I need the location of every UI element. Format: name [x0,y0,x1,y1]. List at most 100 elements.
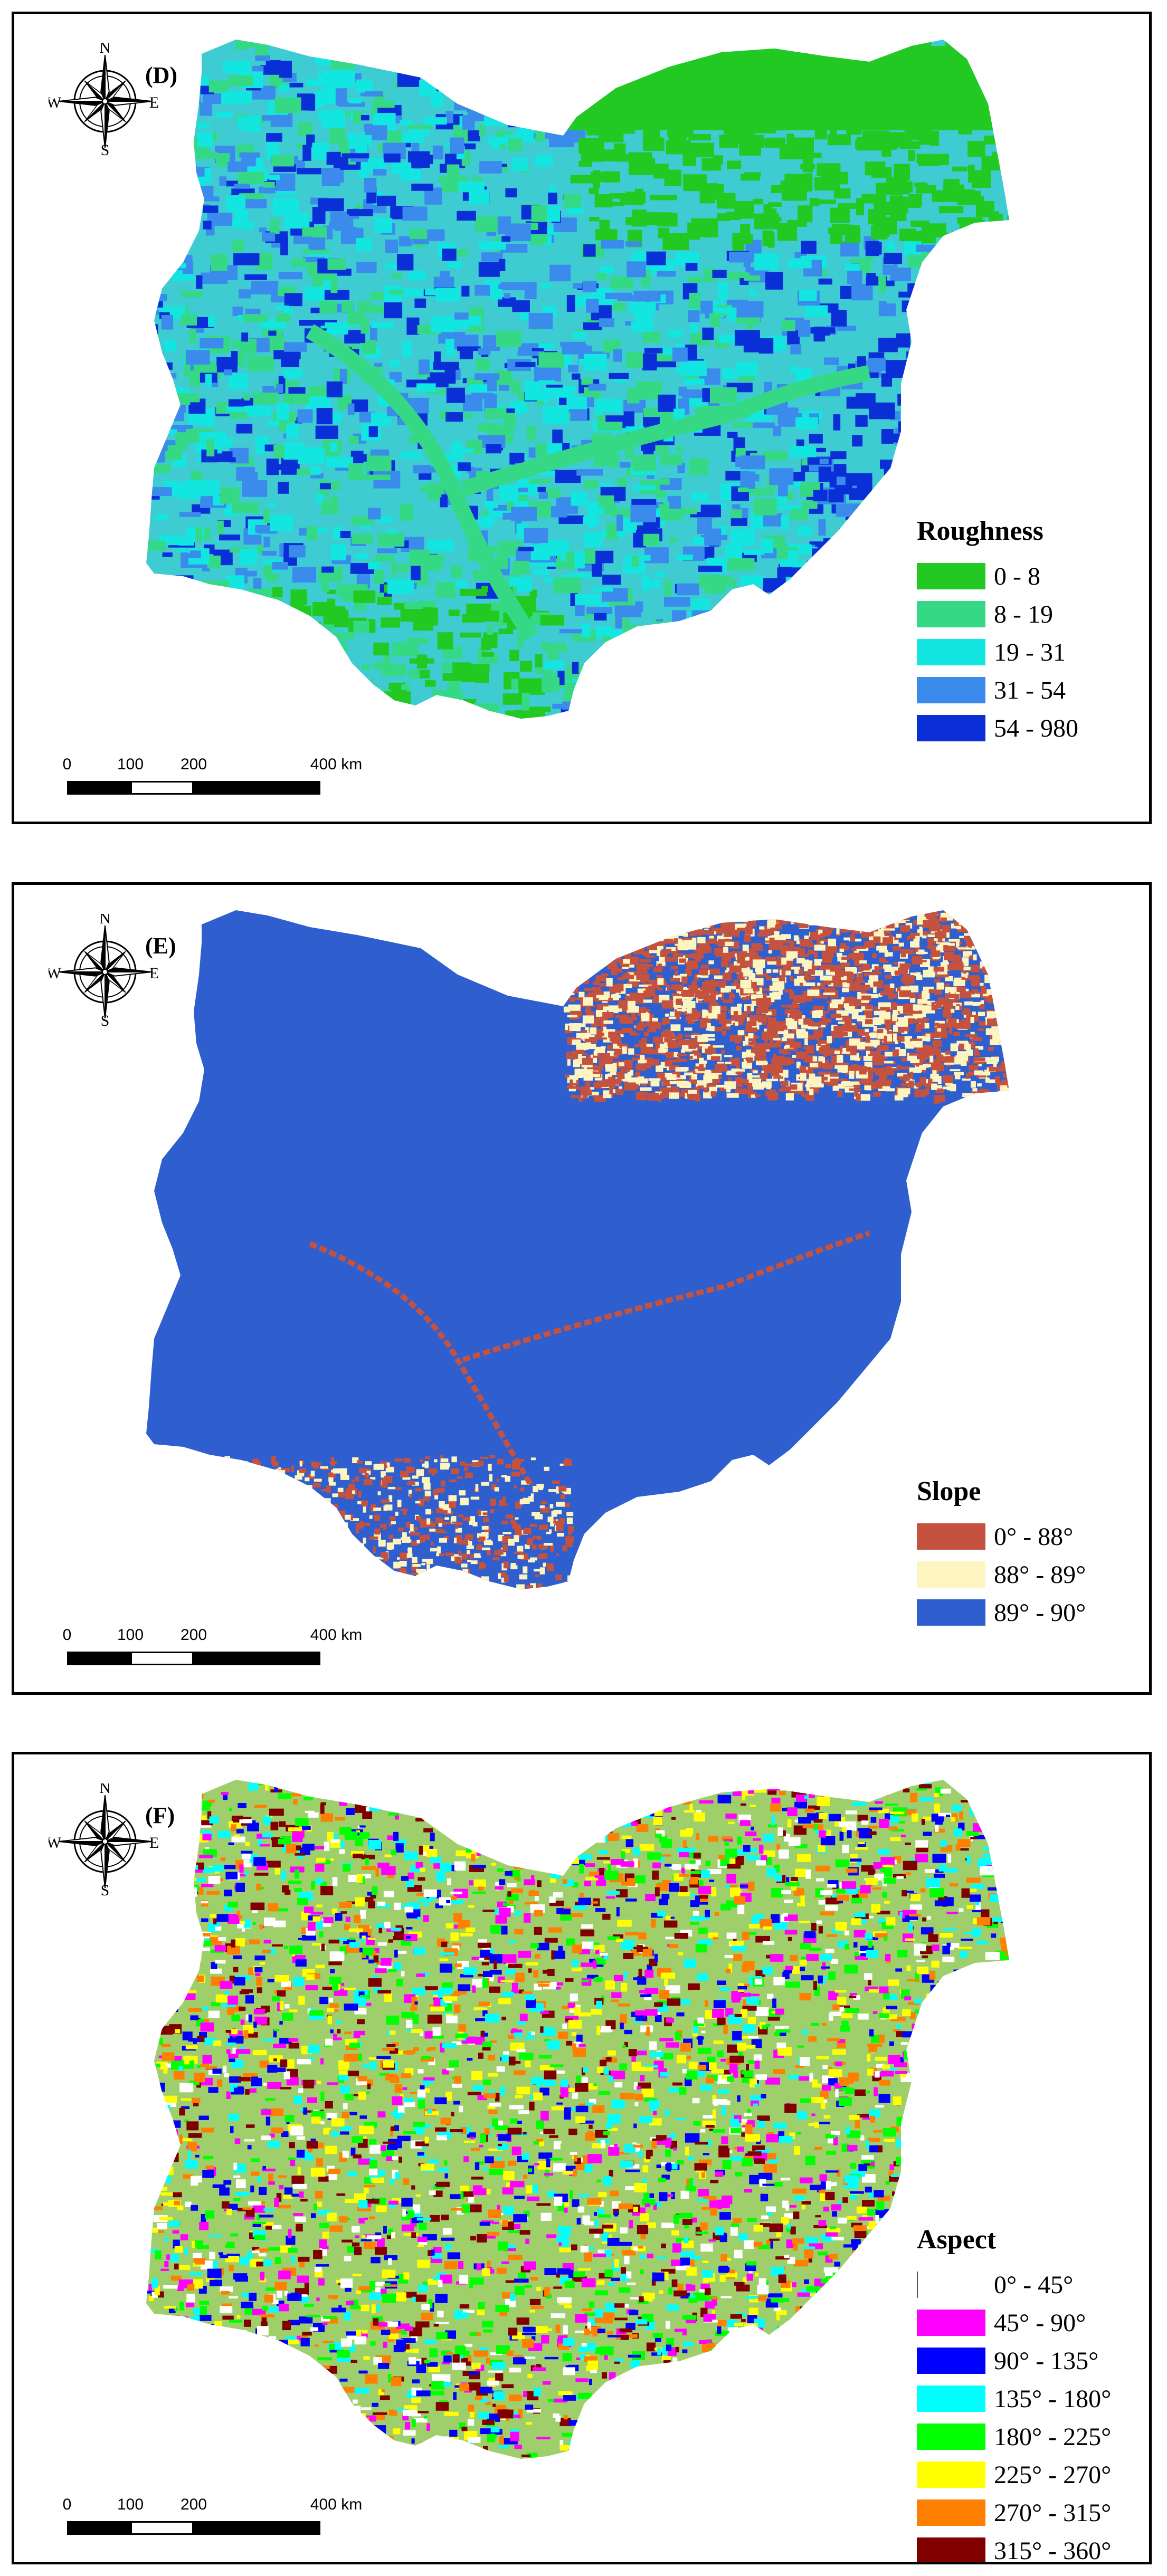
scale-segment [194,781,320,795]
slope-map-panel: N S E W (E) Slope 0° - 88° 88° - 89° 89° - 90… [12,882,1152,1695]
scale-bar: 0 100 200 400 km [63,2496,362,2538]
scale-bar-segments [67,1652,341,1665]
legend-label: 45° - 90° [994,2308,1086,2337]
scale-tick-label: 400 km [310,756,363,773]
legend-label: 88° - 89° [994,1560,1086,1589]
scale-tick-label: 200 [180,1626,207,1644]
scale-tick-label: 0 [62,1626,72,1644]
scale-tick-label: 400 km [310,2496,363,2513]
scale-segment [194,1652,320,1665]
legend-label: 89° - 90° [994,1598,1086,1627]
north-arrow-compass: N S E W [46,39,162,159]
panel-label: (F) [145,1802,175,1828]
legend-item: 0° - 45° [917,2266,1111,2304]
compass-north-label: N [99,43,111,56]
legend-items: 0° - 88° 88° - 89° 89° - 90° [917,1518,1086,1632]
legend-item: 135° - 180° [917,2380,1111,2418]
scale-segment [130,2521,194,2535]
north-arrow-compass: N S E W [46,910,162,1029]
slope-map [146,910,1009,1589]
compass-north-label: N [99,1783,111,1797]
scale-tick-label: 100 [117,1626,144,1644]
legend-swatch [917,2348,985,2374]
legend-swatch [917,1599,985,1626]
scale-tick-label: 0 [62,756,72,773]
scale-bar: 0 100 200 400 km [63,756,362,798]
legend-item: 54 - 980 [917,709,1078,747]
compass-south-label: S [101,1882,110,1897]
scale-tick-label: 200 [180,2496,207,2513]
legend-items: 0° - 45° 45° - 90° 90° - 135° 135° - 180° 18… [917,2266,1112,2564]
legend-item: 90° - 135° [917,2342,1111,2380]
legend-label: 180° - 225° [994,2422,1112,2451]
legend-swatch [917,2461,985,2488]
roughness-map [146,40,1009,719]
legend-label: 54 - 980 [994,714,1078,742]
legend-item: 89° - 90° [917,1594,1086,1632]
north-arrow-compass: N S E W [46,1779,162,1899]
legend-swatch [917,2272,985,2298]
panel-label: (E) [145,933,176,959]
legend-swatch [917,1561,985,1588]
legend-swatch [917,639,985,665]
legend-item: 180° - 225° [917,2418,1111,2456]
legend-label: 135° - 180° [994,2384,1112,2413]
compass-south-label: S [101,1012,110,1027]
compass-west-label: W [49,965,62,982]
compass-east-label: E [149,1834,159,1852]
legend-swatch [917,563,985,589]
legend-label: 8 - 19 [994,600,1053,628]
scale-segment [67,781,130,795]
legend-swatch [917,1523,985,1550]
scale-tick-label: 100 [117,756,144,773]
compass-west-label: W [49,1834,62,1852]
legend-label: 90° - 135° [994,2346,1099,2375]
legend-title: Slope [917,1476,981,1506]
scale-tick-label: 400 km [310,1626,363,1644]
legend-label: 19 - 31 [994,638,1066,666]
legend-item: 88° - 89° [917,1556,1086,1594]
legend-swatch [917,601,985,627]
legend-swatch [917,677,985,703]
legend-swatch [917,715,985,741]
legend-label: 315° - 360° [994,2536,1112,2564]
legend-item: 225° - 270° [917,2456,1111,2494]
legend-item: 0 - 8 [917,557,1078,595]
roughness-legend: Roughness 0 - 8 8 - 19 19 - 31 31 - 54 54 - … [917,516,1078,747]
legend-item: 19 - 31 [917,633,1078,671]
legend-label: 31 - 54 [994,676,1066,704]
roughness-map-panel: N S E W (D) Roughness 0 - 8 8 - 19 19 - 31 31 … [12,12,1152,824]
compass-south-label: S [101,141,110,157]
legend-label: 270° - 315° [994,2498,1112,2527]
legend-items: 0 - 8 8 - 19 19 - 31 31 - 54 54 - 980 [917,557,1078,747]
compass-east-label: E [149,94,159,111]
scale-segment [130,1652,194,1665]
aspect-map [146,1780,1009,2459]
legend-swatch [917,2310,985,2336]
compass-west-label: W [49,94,62,111]
compass-north-label: N [99,914,111,927]
aspect-legend: Aspect 0° - 45° 45° - 90° 90° - 135° 135° -… [917,2224,1112,2564]
legend-item: 0° - 88° [917,1518,1086,1556]
panel-label: (D) [145,62,178,88]
scale-bar-segments [67,2521,341,2535]
aspect-map-panel: N S E W (F) Aspect 0° - 45° 45° - 90° 90° - 1… [12,1752,1152,2564]
legend-label: 0° - 45° [994,2270,1074,2299]
scale-tick-label: 0 [62,2496,72,2513]
slope-legend: Slope 0° - 88° 88° - 89° 89° - 90° [917,1476,1086,1632]
scale-segment [194,2521,320,2535]
scale-segment [67,2521,130,2535]
legend-label: 225° - 270° [994,2460,1112,2489]
legend-item: 31 - 54 [917,671,1078,709]
legend-swatch [917,2537,985,2562]
scale-segment [130,781,194,795]
legend-swatch [917,2499,985,2526]
legend-swatch [917,2424,985,2450]
scale-bar: 0 100 200 400 km [63,1626,362,1668]
scale-segment [67,1652,130,1665]
legend-title: Aspect [917,2225,997,2255]
legend-swatch [917,2386,985,2412]
legend-item: 315° - 360° [917,2532,1112,2564]
legend-title: Roughness [917,516,1043,546]
legend-item: 8 - 19 [917,595,1078,633]
